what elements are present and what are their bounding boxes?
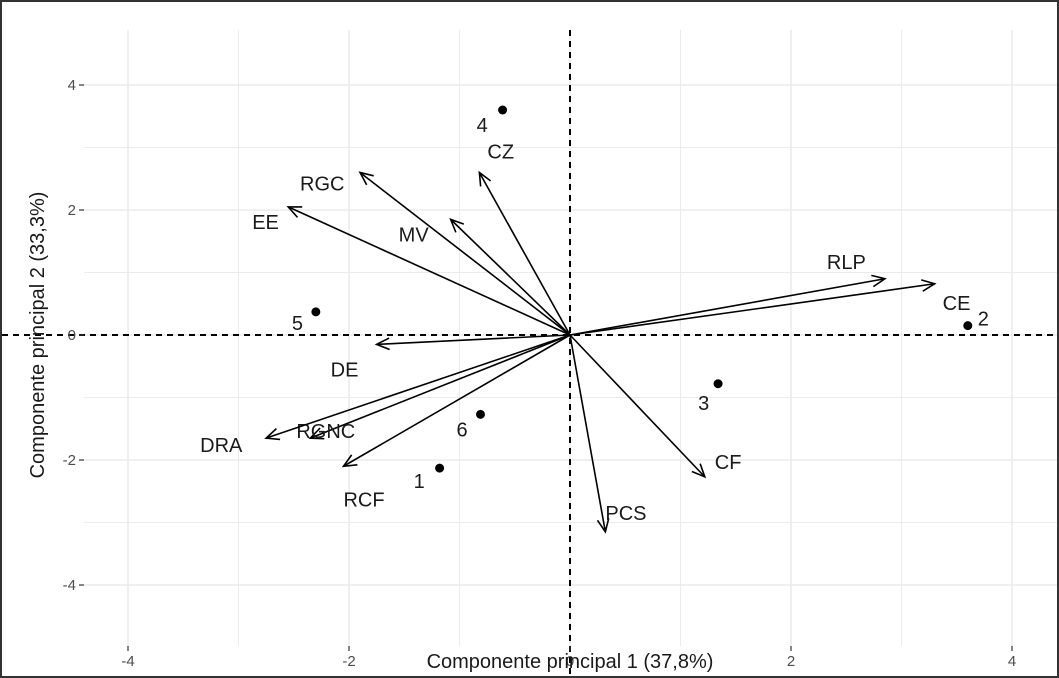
score-points: 1 2 3 4 5 6 — [292, 105, 989, 493]
point-label: 4 — [477, 115, 488, 137]
vector-arrowhead — [691, 463, 707, 479]
vector-label: RLP — [827, 252, 866, 274]
x-tick-label: -2 — [342, 653, 355, 670]
point-label: 6 — [456, 419, 467, 441]
vector-label: MV — [399, 224, 430, 246]
point-1: 1 — [414, 463, 445, 493]
point-3: 3 — [698, 379, 723, 415]
vector-label: EE — [252, 212, 279, 234]
y-tick-label: -2 — [63, 452, 76, 469]
x-tick-label: 2 — [787, 653, 795, 670]
x-axis-title: Componente principal 1 (37,8%) — [427, 651, 714, 673]
vector-mv: MV — [399, 218, 571, 336]
y-tick-label: 4 — [68, 77, 76, 94]
vector-rlp: RLP — [569, 252, 887, 336]
vector-label: RGNC — [296, 421, 355, 443]
vector-ee: EE — [252, 206, 571, 336]
vector-cf: CF — [569, 334, 742, 479]
y-tick-label: -4 — [63, 577, 76, 594]
vector-arrowhead — [286, 206, 303, 218]
vector-rcf: RCF — [341, 334, 571, 511]
vector-shaft — [287, 206, 571, 336]
point-6: 6 — [456, 409, 485, 441]
point-5: 5 — [292, 307, 321, 335]
point-marker — [311, 307, 321, 317]
vector-label: PCS — [605, 503, 646, 525]
vector-label: RCF — [343, 489, 384, 511]
vector-dra: DRA — [200, 334, 571, 457]
vector-shaft — [343, 334, 571, 467]
vector-shaft — [265, 334, 571, 439]
vector-shaft — [359, 171, 571, 336]
vector-label: CE — [943, 293, 971, 315]
point-marker — [435, 463, 445, 473]
point-marker — [713, 379, 723, 389]
reference-lines — [2, 30, 1057, 676]
vector-arrowhead — [374, 337, 390, 351]
vector-shaft — [569, 334, 706, 478]
vector-label: CZ — [487, 142, 514, 164]
vector-shaft — [569, 334, 607, 533]
point-marker — [498, 105, 508, 115]
point-2: 2 — [963, 309, 989, 331]
vector-shaft — [450, 218, 571, 336]
y-axis-title: Componente principal 2 (33,3%) — [27, 192, 49, 479]
y-tick-label: 2 — [68, 202, 76, 219]
vector-shaft — [310, 334, 571, 439]
vector-rgc: RGC — [300, 171, 571, 336]
vector-shaft — [569, 277, 886, 336]
y-tick-label: 0 — [68, 327, 76, 344]
vector-cz: CZ — [478, 142, 571, 336]
vector-arrowhead — [341, 454, 358, 468]
loading-vectors: RGC CZ EE MV RLP CE DE RGNC DRA RCF CF PCS — [200, 142, 971, 534]
vector-shaft — [376, 334, 571, 346]
x-tick-label: -4 — [121, 653, 134, 670]
vector-arrowhead — [264, 428, 281, 441]
vector-pcs: PCS — [569, 334, 646, 534]
vector-label: RGC — [300, 174, 344, 196]
vector-label: DRA — [200, 435, 243, 457]
vector-ce: CE — [569, 279, 971, 336]
point-label: 1 — [414, 471, 425, 493]
vector-rgnc: RGNC — [296, 334, 571, 443]
vector-shaft — [478, 172, 571, 336]
point-label: 3 — [698, 393, 709, 415]
vector-arrowhead — [596, 518, 610, 534]
vector-arrowhead — [358, 171, 374, 186]
vector-arrowhead — [871, 274, 887, 288]
point-marker — [475, 409, 485, 419]
point-label: 5 — [292, 313, 303, 335]
vector-arrowhead — [308, 427, 325, 440]
point-label: 2 — [978, 309, 989, 331]
vector-label: DE — [331, 359, 359, 381]
vector-shaft — [569, 282, 935, 336]
axis-ticks: -4 -2 0 2 4 -4 -2 0 2 4 — [63, 77, 1017, 670]
vector-de: DE — [331, 334, 571, 381]
vector-arrowhead — [449, 218, 465, 233]
vector-label: CF — [715, 452, 742, 474]
vector-arrowhead — [920, 279, 937, 292]
point-marker — [963, 321, 973, 331]
point-4: 4 — [477, 105, 508, 137]
x-tick-label: 4 — [1008, 653, 1016, 670]
x-tick-label: 0 — [566, 653, 574, 670]
vector-arrowhead — [478, 170, 492, 187]
